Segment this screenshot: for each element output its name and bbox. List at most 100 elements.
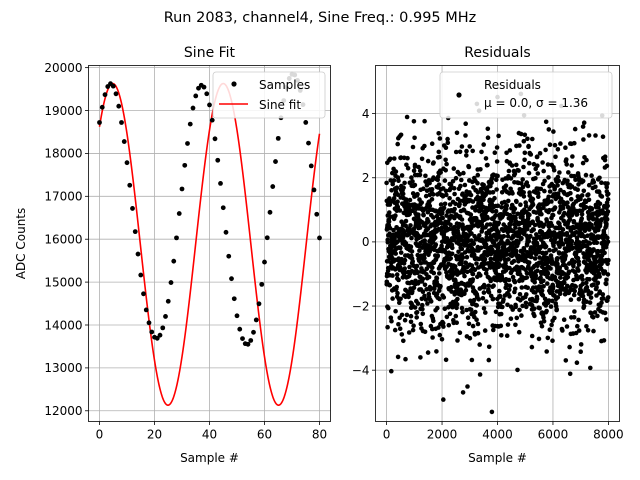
- sample-point: [215, 157, 221, 163]
- residual-point: [571, 292, 577, 298]
- residual-point: [414, 310, 420, 315]
- residual-point: [496, 133, 501, 139]
- sine-fit-ytick-label: 20000: [44, 61, 82, 75]
- residual-point: [436, 182, 442, 187]
- residual-point: [543, 244, 549, 249]
- residual-point: [576, 182, 581, 187]
- sample-point: [110, 83, 116, 89]
- residual-point: [472, 267, 478, 273]
- residual-point: [548, 266, 553, 271]
- residual-point: [516, 259, 521, 264]
- residual-point: [411, 119, 417, 124]
- residual-point: [467, 335, 473, 341]
- residuals-ytick-label: −2: [352, 299, 370, 313]
- residual-point: [527, 160, 532, 166]
- residual-point: [552, 185, 557, 191]
- residual-point: [473, 208, 478, 213]
- sine-fit-panel: Sine Fit 0 20 40 60 80 12000 13000 14000 15000 16…: [14, 45, 331, 465]
- residual-point: [460, 390, 466, 395]
- residual-point: [431, 160, 436, 165]
- residual-point: [402, 180, 407, 186]
- residual-point: [601, 296, 606, 301]
- residual-point: [500, 304, 505, 310]
- residual-point: [421, 212, 426, 218]
- residual-point: [417, 248, 422, 253]
- residual-point: [541, 319, 547, 324]
- residual-point: [443, 145, 449, 150]
- residual-point: [434, 349, 439, 354]
- sample-point: [262, 259, 267, 265]
- residual-point: [448, 186, 453, 192]
- residual-point: [460, 255, 466, 260]
- residual-point: [417, 172, 423, 178]
- residual-point: [561, 317, 567, 323]
- residual-point: [595, 280, 601, 286]
- residual-point: [481, 182, 487, 188]
- residual-point: [541, 278, 546, 284]
- residual-point: [468, 212, 474, 217]
- residual-point: [581, 120, 587, 125]
- residual-point: [422, 118, 427, 124]
- residual-point: [474, 216, 479, 221]
- residual-point: [545, 281, 550, 286]
- residual-point: [459, 305, 465, 311]
- residual-point: [403, 218, 409, 224]
- residual-point: [504, 333, 510, 339]
- residual-point: [469, 263, 475, 268]
- sine-fit-ytick-label: 14000: [44, 318, 82, 332]
- sine-fit-xlabel: Sample #: [180, 451, 239, 465]
- residual-point: [550, 298, 555, 304]
- sine-fit-ytick-label: 18000: [44, 147, 82, 161]
- residual-point: [436, 131, 442, 136]
- residual-point: [478, 245, 484, 251]
- residual-point: [605, 203, 610, 209]
- residual-point: [597, 175, 602, 181]
- residual-point: [397, 208, 403, 213]
- residual-point: [430, 192, 436, 197]
- sine-fit-ticks: 0 20 40 60 80 12000 13000 14000 15000 16000 17000 1…: [44, 61, 327, 442]
- residual-point: [444, 192, 449, 198]
- residual-point: [448, 183, 454, 188]
- residual-point: [529, 344, 535, 350]
- residual-point: [563, 358, 569, 363]
- residual-point: [420, 306, 425, 312]
- residual-point: [544, 308, 549, 314]
- residual-point: [399, 173, 405, 178]
- residual-point: [567, 217, 573, 222]
- residual-point: [393, 308, 398, 314]
- residual-point: [550, 338, 555, 344]
- residual-point: [445, 136, 450, 142]
- residual-point: [601, 338, 607, 343]
- residual-point: [474, 261, 479, 266]
- residual-point: [551, 167, 557, 173]
- residual-point: [497, 288, 502, 294]
- residual-point: [422, 329, 428, 335]
- residual-point: [434, 275, 440, 281]
- residual-point: [390, 170, 395, 176]
- sample-point: [116, 103, 122, 109]
- residual-point: [573, 177, 578, 182]
- residual-point: [547, 207, 552, 213]
- sine-fit-ytick-label: 15000: [44, 275, 82, 289]
- residual-point: [579, 216, 584, 221]
- residual-point: [585, 233, 590, 238]
- residual-point: [556, 178, 561, 184]
- residual-point: [475, 180, 480, 186]
- residual-point: [568, 190, 573, 196]
- residual-point: [425, 158, 431, 164]
- residual-point: [512, 171, 518, 177]
- residual-point: [514, 199, 519, 205]
- sample-point: [154, 335, 160, 341]
- residual-point: [437, 296, 442, 302]
- residual-point: [403, 241, 409, 246]
- residual-point: [471, 297, 477, 303]
- residual-point: [408, 223, 413, 228]
- residual-point: [457, 330, 463, 336]
- residual-point: [463, 121, 469, 126]
- sample-point: [226, 253, 232, 259]
- residual-point: [401, 185, 406, 190]
- residual-point: [485, 135, 491, 140]
- residual-point: [541, 284, 546, 289]
- residual-point: [533, 176, 538, 181]
- residual-point: [506, 287, 512, 293]
